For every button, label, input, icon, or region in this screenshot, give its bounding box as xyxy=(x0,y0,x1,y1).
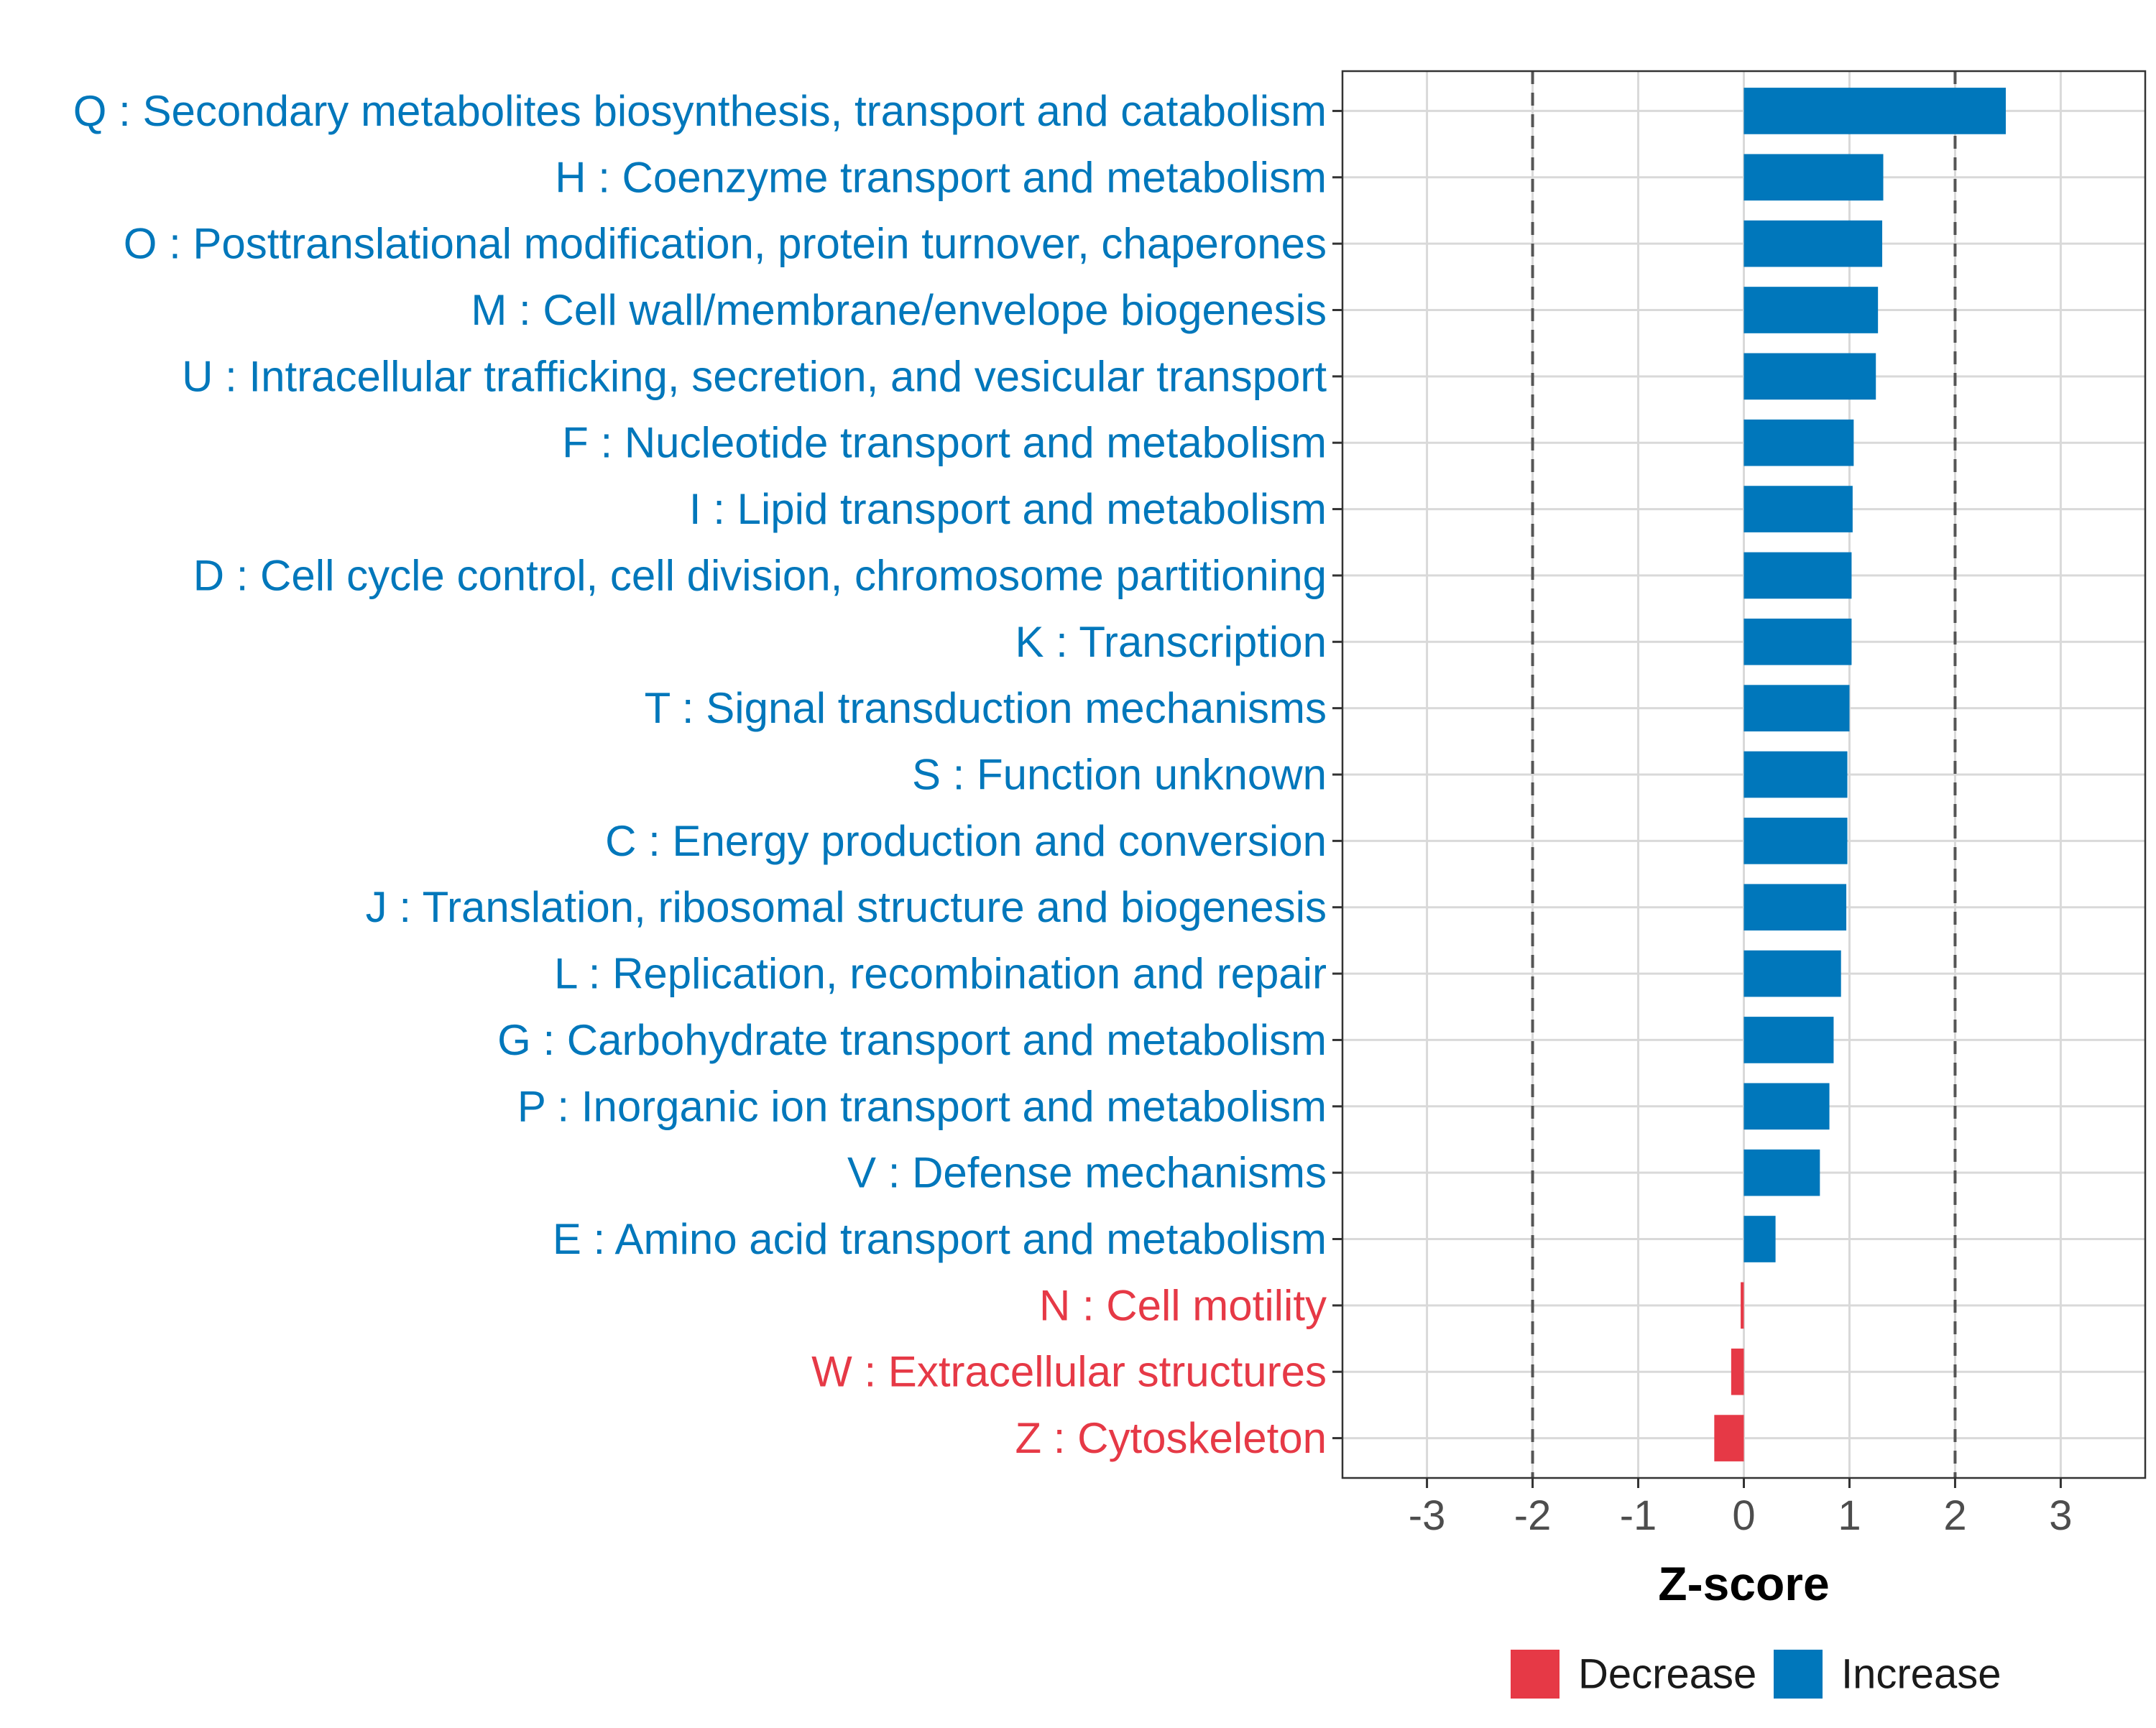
category-label: G : Carbohydrate transport and metabolis… xyxy=(497,1016,1327,1064)
category-label: Q : Secondary metabolites biosynthesis, … xyxy=(73,87,1327,135)
bar xyxy=(1731,1348,1744,1395)
category-label: D : Cell cycle control, cell division, c… xyxy=(193,551,1327,599)
category-label: M : Cell wall/membrane/envelope biogenes… xyxy=(471,286,1327,334)
category-labels: Q : Secondary metabolites biosynthesis, … xyxy=(73,87,1327,1462)
x-axis-ticks xyxy=(1426,1478,2062,1488)
bar xyxy=(1743,353,1876,400)
threshold-lines xyxy=(1531,71,1957,1478)
x-tick-label: 3 xyxy=(2049,1492,2072,1539)
legend-label-increase: Increase xyxy=(1841,1651,2001,1698)
bar xyxy=(1741,1282,1744,1329)
x-axis-title: Z-score xyxy=(1658,1557,1829,1610)
bar xyxy=(1743,154,1884,201)
bar xyxy=(1743,552,1852,599)
category-label: H : Coenzyme transport and metabolism xyxy=(555,153,1327,201)
category-label: N : Cell motility xyxy=(1039,1281,1327,1329)
x-tick-label: 1 xyxy=(1838,1492,1861,1539)
legend: Decrease Increase xyxy=(1511,1650,2001,1699)
category-label: V : Defense mechanisms xyxy=(847,1149,1327,1197)
category-label: K : Transcription xyxy=(1015,618,1327,666)
x-tick-label: 2 xyxy=(1943,1492,1966,1539)
x-tick-labels: -3 -2 -1 0 1 2 3 xyxy=(1409,1492,2073,1539)
x-tick-label: 0 xyxy=(1732,1492,1755,1539)
category-label: L : Replication, recombination and repai… xyxy=(554,950,1327,998)
category-label: E : Amino acid transport and metabolism xyxy=(553,1215,1327,1263)
bar xyxy=(1743,88,2006,134)
bar xyxy=(1714,1415,1744,1461)
y-axis-ticks xyxy=(1332,109,1342,1440)
category-label: T : Signal transduction mechanisms xyxy=(645,684,1327,732)
bar xyxy=(1743,950,1841,997)
bar xyxy=(1743,220,1883,267)
category-label: I : Lipid transport and metabolism xyxy=(689,485,1327,533)
bar xyxy=(1743,618,1852,665)
bar xyxy=(1743,751,1848,798)
legend-swatch-increase xyxy=(1774,1650,1823,1699)
legend-swatch-decrease xyxy=(1511,1650,1560,1699)
category-label: P : Inorganic ion transport and metaboli… xyxy=(517,1082,1327,1130)
category-label: Z : Cytoskeleton xyxy=(1015,1414,1327,1462)
category-label: F : Nucleotide transport and metabolism xyxy=(562,419,1327,467)
category-label: W : Extracellular structures xyxy=(811,1348,1327,1396)
bars xyxy=(1714,88,2006,1461)
bar xyxy=(1743,419,1854,466)
bar xyxy=(1743,486,1853,532)
category-label: J : Translation, ribosomal structure and… xyxy=(366,883,1327,931)
bar xyxy=(1743,287,1879,333)
x-tick-label: -1 xyxy=(1620,1492,1657,1539)
category-label: S : Function unknown xyxy=(912,751,1327,799)
category-label: C : Energy production and conversion xyxy=(605,817,1327,865)
bar xyxy=(1743,884,1847,931)
legend-label-decrease: Decrease xyxy=(1578,1651,1756,1698)
bar xyxy=(1743,1149,1820,1196)
bar xyxy=(1743,1017,1834,1063)
x-tick-label: -3 xyxy=(1409,1492,1446,1539)
category-label: O : Posttranslational modification, prot… xyxy=(124,220,1327,268)
bar xyxy=(1743,685,1850,731)
bar xyxy=(1743,818,1848,864)
x-tick-label: -2 xyxy=(1514,1492,1552,1539)
bar xyxy=(1743,1216,1776,1262)
category-label: U : Intracellular trafficking, secretion… xyxy=(182,352,1327,400)
bar xyxy=(1743,1083,1830,1130)
